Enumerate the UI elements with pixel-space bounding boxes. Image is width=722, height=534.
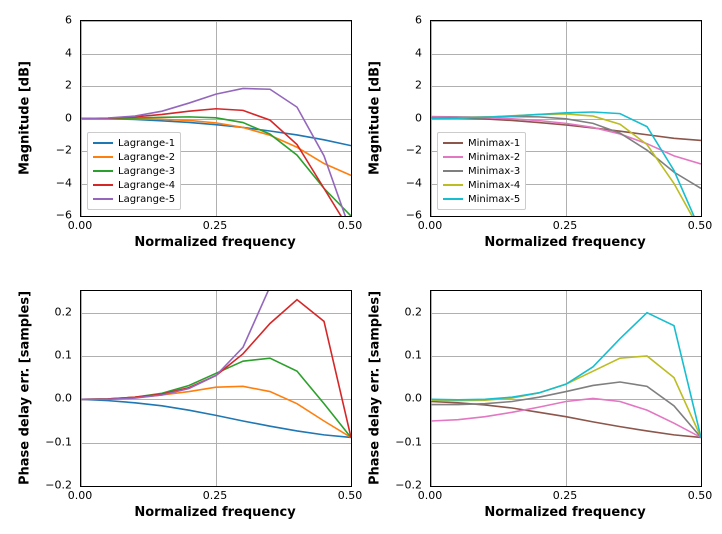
y-tick-label: −0.1	[382, 435, 422, 448]
legend-item: Lagrange-1	[93, 136, 175, 150]
legend-swatch	[93, 198, 113, 200]
y-tick-label: 0	[32, 111, 72, 124]
plot-area: Minimax-1 Minimax-2 Minimax-3 Minimax-4 Mini…	[430, 20, 702, 217]
y-tick-label: 0.0	[382, 392, 422, 405]
legend-item: Minimax-4	[443, 178, 520, 192]
legend-item: Minimax-5	[443, 192, 520, 206]
grid-v	[701, 291, 702, 486]
legend-item: Minimax-1	[443, 136, 520, 150]
y-tick-label: −6	[382, 209, 422, 222]
legend-label: Minimax-3	[468, 166, 520, 177]
y-tick-label: −0.2	[382, 479, 422, 492]
series-line	[431, 382, 701, 437]
legend-swatch	[443, 142, 463, 144]
legend-label: Minimax-5	[468, 194, 520, 205]
x-tick-label: 0.50	[688, 219, 713, 232]
y-tick-label: 4	[32, 46, 72, 59]
series-line	[81, 300, 351, 438]
grid-v	[701, 21, 702, 216]
series-svg	[81, 291, 351, 486]
y-axis-label: Magnitude [dB]	[368, 61, 383, 175]
grid-h	[431, 216, 701, 217]
y-tick-label: 2	[32, 79, 72, 92]
grid-v	[351, 291, 352, 486]
series-line	[81, 386, 351, 437]
x-tick-label: 0.25	[203, 219, 228, 232]
legend-swatch	[443, 198, 463, 200]
series-line	[431, 402, 701, 438]
legend-swatch	[93, 156, 113, 158]
x-tick-label: 0.25	[553, 489, 578, 502]
y-tick-label: 6	[32, 14, 72, 27]
legend-label: Minimax-1	[468, 138, 520, 149]
y-tick-label: −2	[32, 144, 72, 157]
series-line	[81, 399, 351, 437]
x-axis-label: Normalized frequency	[430, 505, 700, 520]
x-tick-label: 0.50	[688, 489, 713, 502]
figure: Lagrange-1 Lagrange-2 Lagrange-3 Lagrange-4…	[0, 0, 722, 534]
grid-v	[351, 21, 352, 216]
panel-br	[430, 290, 700, 485]
legend-label: Minimax-4	[468, 180, 520, 191]
legend-swatch	[93, 184, 113, 186]
series-svg	[431, 291, 701, 486]
grid-h	[431, 486, 701, 487]
panel-tl: Lagrange-1 Lagrange-2 Lagrange-3 Lagrange-4…	[80, 20, 350, 215]
legend-swatch	[443, 170, 463, 172]
x-axis-label: Normalized frequency	[80, 235, 350, 250]
y-tick-label: −4	[32, 176, 72, 189]
legend-label: Lagrange-4	[118, 180, 175, 191]
legend-label: Minimax-2	[468, 152, 520, 163]
y-tick-label: 0.0	[32, 392, 72, 405]
legend-item: Minimax-3	[443, 164, 520, 178]
legend-label: Lagrange-3	[118, 166, 175, 177]
y-tick-label: 0.1	[382, 349, 422, 362]
legend-label: Lagrange-2	[118, 152, 175, 163]
x-tick-label: 0.25	[203, 489, 228, 502]
legend-swatch	[443, 184, 463, 186]
legend-item: Lagrange-4	[93, 178, 175, 192]
panel-tr: Minimax-1 Minimax-2 Minimax-3 Minimax-4 Mini…	[430, 20, 700, 215]
y-tick-label: 0.2	[32, 305, 72, 318]
y-tick-label: −2	[382, 144, 422, 157]
y-axis-label: Magnitude [dB]	[18, 61, 33, 175]
y-tick-label: 2	[382, 79, 422, 92]
legend-swatch	[93, 142, 113, 144]
y-tick-label: −6	[32, 209, 72, 222]
legend-label: Lagrange-5	[118, 194, 175, 205]
y-tick-label: 6	[382, 14, 422, 27]
y-tick-label: −4	[382, 176, 422, 189]
plot-area	[430, 290, 702, 487]
panel-bl	[80, 290, 350, 485]
legend-swatch	[443, 156, 463, 158]
legend-item: Lagrange-5	[93, 192, 175, 206]
plot-area	[80, 290, 352, 487]
legend: Minimax-1 Minimax-2 Minimax-3 Minimax-4 Mini…	[437, 132, 526, 210]
y-axis-label: Phase delay err. [samples]	[368, 290, 383, 484]
legend: Lagrange-1 Lagrange-2 Lagrange-3 Lagrange-4…	[87, 132, 181, 210]
legend-swatch	[93, 170, 113, 172]
series-line	[81, 291, 351, 399]
y-tick-label: 4	[382, 46, 422, 59]
plot-area: Lagrange-1 Lagrange-2 Lagrange-3 Lagrange-4…	[80, 20, 352, 217]
x-tick-label: 0.25	[553, 219, 578, 232]
legend-item: Lagrange-3	[93, 164, 175, 178]
x-axis-label: Normalized frequency	[80, 505, 350, 520]
legend-item: Lagrange-2	[93, 150, 175, 164]
x-tick-label: 0.50	[338, 489, 363, 502]
x-tick-label: 0.50	[338, 219, 363, 232]
y-tick-label: −0.1	[32, 435, 72, 448]
y-tick-label: −0.2	[32, 479, 72, 492]
y-tick-label: 0.1	[32, 349, 72, 362]
y-tick-label: 0	[382, 111, 422, 124]
grid-h	[81, 216, 351, 217]
legend-item: Minimax-2	[443, 150, 520, 164]
y-tick-label: 0.2	[382, 305, 422, 318]
x-axis-label: Normalized frequency	[430, 235, 700, 250]
y-axis-label: Phase delay err. [samples]	[18, 290, 33, 484]
grid-h	[81, 486, 351, 487]
legend-label: Lagrange-1	[118, 138, 175, 149]
